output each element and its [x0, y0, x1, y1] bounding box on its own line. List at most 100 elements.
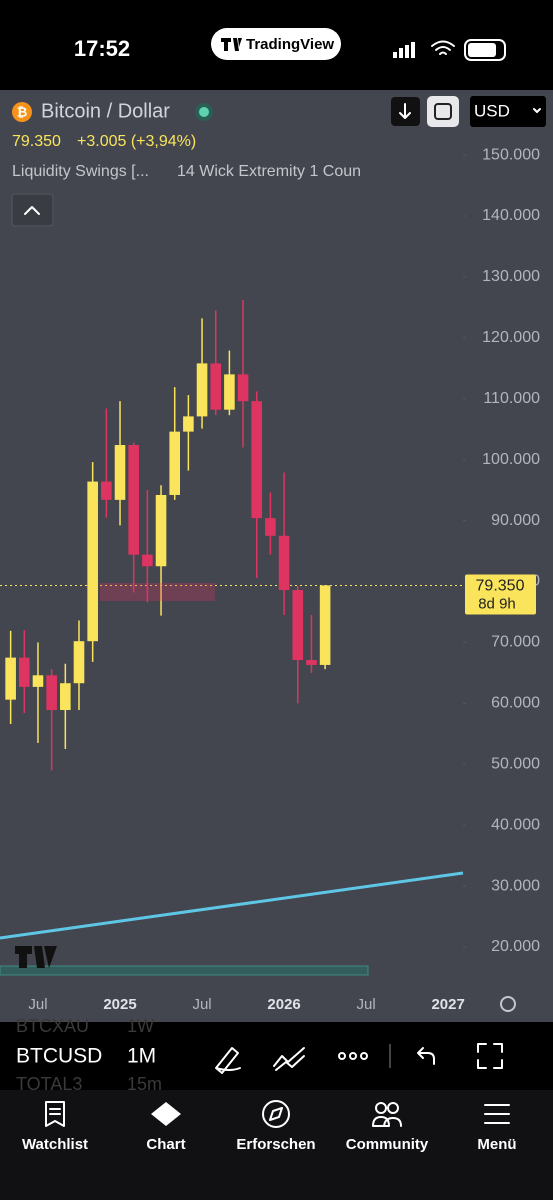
y-tick-label: 110.000	[483, 390, 540, 407]
toolbar-symbol[interactable]: BTCUSD	[16, 1045, 102, 1068]
candle-body	[210, 363, 222, 410]
header-price: 79.350	[12, 133, 61, 150]
ghost-symbol: BTCXAU	[16, 1016, 89, 1036]
toolbar-interval[interactable]: 1M	[127, 1045, 156, 1068]
y-tick-label: 90.000	[491, 512, 540, 529]
y-tick-label: 150.000	[482, 146, 540, 163]
battery-level	[468, 43, 496, 57]
btc-icon-glyph: ₿	[17, 104, 28, 119]
candle-body	[183, 416, 194, 432]
collapse-icon	[24, 206, 40, 215]
candle-body	[46, 675, 57, 711]
tab-labels: Watchlist Chart Erforschen Community Menü	[22, 1136, 517, 1153]
candle-body	[19, 657, 30, 687]
indicator-params[interactable]: 14 Wick Extremity 1 Coun	[177, 163, 361, 180]
currency: USD	[474, 101, 510, 120]
candle-body	[265, 518, 276, 536]
y-tick-label: 70.000	[491, 634, 540, 651]
y-tick-label: 130.000	[482, 268, 540, 285]
tab-label[interactable]: Watchlist	[22, 1136, 88, 1153]
menu-icon	[484, 1104, 510, 1124]
plot: 20.00030.00040.00050.00060.00070.00080.0…	[0, 146, 540, 1013]
candle-body	[32, 675, 44, 687]
battery-icon	[464, 39, 506, 61]
y-tick-label: 50.000	[491, 755, 540, 772]
wifi-icon	[431, 40, 455, 55]
candle-body	[292, 590, 304, 661]
countdown-label: 8d 9h	[478, 595, 516, 612]
y-tick-label: 120.000	[482, 329, 540, 346]
tv-watermark	[15, 946, 57, 968]
x-tick-label: 2026	[267, 996, 300, 1013]
tab-label[interactable]: Erforschen	[236, 1136, 315, 1153]
symbol-title: Bitcoin / Dollar	[41, 100, 170, 122]
chart-icon	[151, 1102, 181, 1126]
candle-body	[73, 641, 85, 684]
more-icon[interactable]	[338, 1052, 368, 1060]
candle-body	[169, 431, 181, 495]
trend-line	[0, 871, 464, 940]
app-name: TradingView	[246, 36, 334, 53]
tab-label[interactable]: Chart	[146, 1136, 185, 1153]
liquidity-band	[0, 965, 369, 976]
tab-bar	[0, 1090, 553, 1200]
candle-body	[319, 585, 331, 665]
tab-label[interactable]: Community	[346, 1136, 429, 1153]
candle-body	[128, 445, 139, 555]
tab-label[interactable]: Menü	[477, 1136, 516, 1153]
ghost-symbol: TOTAL3	[16, 1074, 82, 1094]
candle-body	[87, 481, 98, 642]
community-heads	[375, 1102, 399, 1114]
market-status-dot	[199, 107, 209, 117]
download-icon	[399, 103, 411, 119]
fullscreen-icon[interactable]	[477, 1043, 503, 1069]
header-change: +3.005 (+3,94%)	[77, 133, 196, 150]
x-tick-label: Jul	[28, 996, 47, 1013]
collapse-button[interactable]	[11, 193, 54, 227]
indicator-name[interactable]: Liquidity Swings [...	[12, 163, 149, 180]
y-tick-label: 20.000	[491, 938, 540, 955]
chart-area	[0, 90, 553, 1022]
candle-body	[101, 481, 112, 500]
price-label-box	[465, 574, 536, 615]
currency-select[interactable]	[470, 96, 546, 127]
compare-button[interactable]	[427, 96, 459, 127]
candle-body	[60, 683, 71, 711]
candle-body	[224, 374, 235, 410]
y-tick-label: 140.000	[482, 207, 540, 224]
candle-body	[306, 660, 317, 665]
candle-body	[155, 494, 167, 567]
explore-needle	[269, 1107, 283, 1121]
price-label: 79.350	[476, 578, 525, 595]
x-tick-label: 2027	[431, 996, 464, 1013]
candle-body	[251, 401, 263, 519]
tv-logo-small	[221, 38, 242, 51]
liquidity-zone	[100, 583, 215, 601]
ghost-interval: 15m	[127, 1074, 162, 1094]
ghost-interval: 1W	[127, 1016, 154, 1036]
candle-body	[5, 657, 16, 700]
candle-body	[114, 445, 126, 500]
y-tick-label: 30.000	[491, 877, 540, 894]
currency-chevron	[533, 108, 541, 113]
y-tick-label: 60.000	[491, 695, 540, 712]
y-tick-label: 40.000	[491, 816, 540, 833]
candle-body	[237, 374, 249, 402]
trend-icon[interactable]	[273, 1047, 305, 1071]
candle-body	[142, 554, 153, 567]
x-tick-label: 2025	[103, 996, 136, 1013]
x-tick-label: Jul	[192, 996, 211, 1013]
explore-icon	[262, 1100, 290, 1128]
draw-icon[interactable]	[215, 1047, 241, 1074]
btc-icon	[12, 102, 32, 122]
app-pill[interactable]	[211, 28, 341, 60]
x-tick-label: Jul	[357, 996, 376, 1013]
compare-icon	[434, 103, 452, 120]
signal-icon	[393, 42, 415, 58]
settings-icon[interactable]	[500, 996, 516, 1012]
undo-icon[interactable]	[417, 1047, 435, 1065]
candle-body	[196, 363, 208, 417]
clock: 17:52	[74, 36, 130, 61]
